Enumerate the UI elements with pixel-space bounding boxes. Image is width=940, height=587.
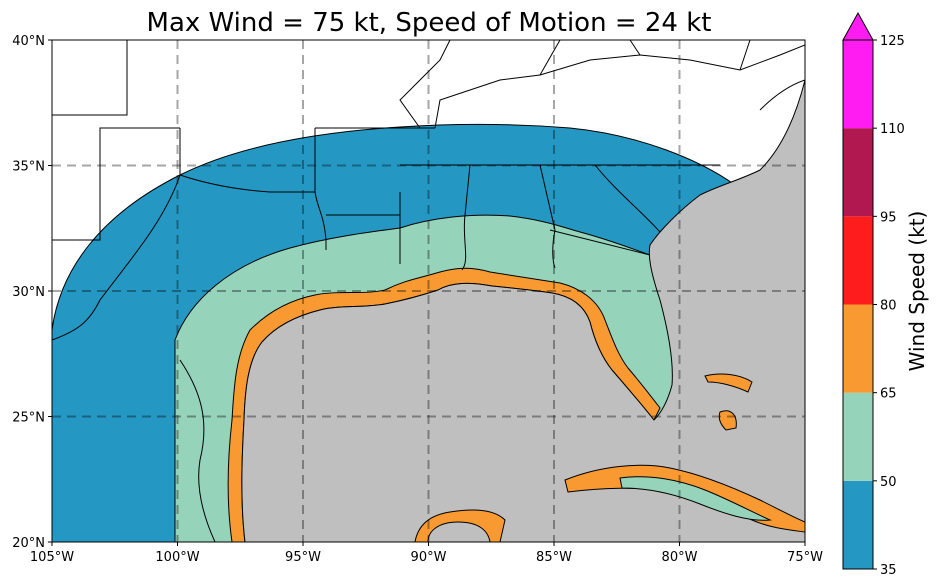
longitude-tick-label: 80°W [662,550,698,565]
latitude-tick-labels: 20°N 25°N 30°N 35°N 40°N [12,34,52,551]
bahamas-island-2 [718,410,737,431]
colorbar-bin [843,40,873,129]
colorbar-label: Wind Speed (kt) [905,211,929,372]
colorbar [842,11,874,570]
latitude-tick-label: 30°N [12,285,45,300]
colorbar-tick-label: 65 [880,387,897,402]
map-title: Max Wind = 75 kt, Speed of Motion = 24 k… [147,8,712,38]
longitude-tick-label: 100°W [155,550,199,565]
colorbar-bin [843,392,873,481]
colorbar-bin [843,128,873,217]
colorbar-tick-label: 110 [880,122,905,137]
gridlines [52,40,805,542]
longitude-tick-label: 95°W [285,550,321,565]
latitude-tick-label: 40°N [12,34,45,49]
map-area [52,40,805,542]
colorbar-bin [843,304,873,393]
colorbar-tick-labels: 35 50 65 80 95 110 125 [873,34,905,578]
bahamas-islands [704,373,753,393]
colorbar-bin [843,216,873,305]
longitude-tick-label: 85°W [536,550,572,565]
colorbar-tick-label: 125 [880,34,905,49]
latitude-tick-label: 20°N [12,536,45,551]
colorbar-tick-label: 35 [880,563,897,578]
longitude-tick-label: 105°W [30,550,74,565]
ocean-gulf-atlantic [241,79,805,542]
cuba-inner-band [619,476,772,521]
colorbar-tick-label: 80 [880,299,897,314]
colorbar-tick-label: 50 [880,475,897,490]
latitude-tick-label: 35°N [12,160,45,175]
colorbar-tick-label: 95 [880,210,897,225]
political-boundaries [52,40,805,542]
longitude-tick-label: 90°W [411,550,447,565]
yucatan-wind-band [414,509,506,542]
longitude-tick-label: 75°W [787,550,823,565]
colorbar-extend-arrow [842,11,874,41]
latitude-tick-label: 25°N [12,411,45,426]
colorbar-bin [843,480,873,569]
longitude-tick-labels: 105°W 100°W 95°W 90°W 85°W 80°W 75°W [30,542,823,565]
